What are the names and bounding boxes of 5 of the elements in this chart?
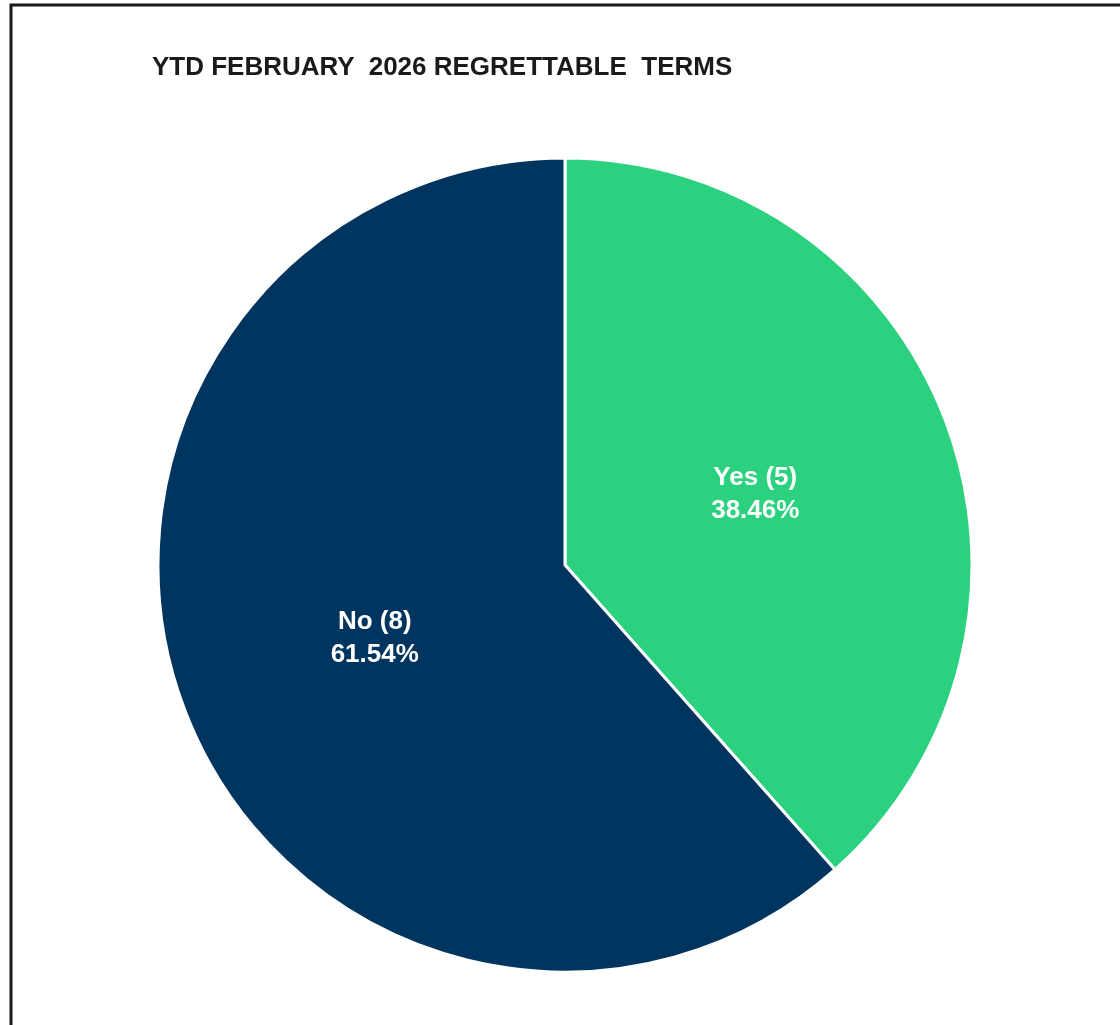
data-label: 38.46% [711, 493, 800, 524]
chart-title: YTD FEBRUARY 2026 REGRETTABLE TERMS [152, 51, 733, 81]
slice-label: Yes (5) [713, 460, 798, 491]
slice-label: No (8) [337, 605, 412, 636]
data-label: 61.54% [330, 638, 419, 669]
